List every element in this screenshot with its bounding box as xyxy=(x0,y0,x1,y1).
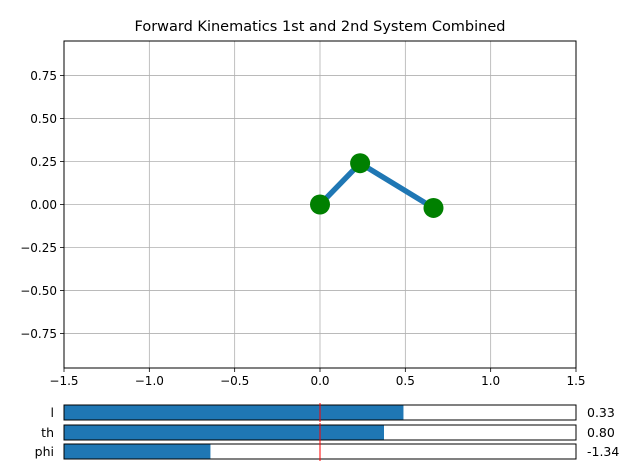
slider-value: 0.33 xyxy=(587,405,615,420)
slider-th[interactable]: th 0.80 xyxy=(41,423,615,442)
x-tick-label: −0.5 xyxy=(220,374,249,388)
arm-linkage xyxy=(310,153,444,218)
slider-value: -1.34 xyxy=(587,444,619,459)
y-tick-label: 0.00 xyxy=(30,198,57,212)
slider-value: 0.80 xyxy=(587,425,615,440)
x-tick-label: 0.0 xyxy=(310,374,329,388)
y-tick-label: 0.50 xyxy=(30,112,57,126)
joint-marker xyxy=(350,153,371,174)
plot-title: Forward Kinematics 1st and 2nd System Co… xyxy=(135,19,506,35)
slider-fill xyxy=(64,425,384,440)
y-tick-label: 0.25 xyxy=(30,155,57,169)
slider-fill xyxy=(64,444,211,459)
y-tick-label: −0.25 xyxy=(20,241,57,255)
x-tick-label: 1.5 xyxy=(566,374,585,388)
joint-marker xyxy=(310,194,330,215)
x-tick-label: −1.0 xyxy=(135,374,164,388)
slider-fill xyxy=(64,405,404,420)
slider-label: l xyxy=(51,405,54,420)
slider-phi[interactable]: phi -1.34 xyxy=(35,442,620,461)
slider-l[interactable]: l 0.33 xyxy=(51,403,615,422)
joint-marker xyxy=(423,197,444,218)
plot-frame xyxy=(63,40,577,369)
axis-ticks: −1.5 −1.0 −0.5 0.0 0.5 1.0 1.5 0.75 0.50 0.25 0.00… xyxy=(20,69,585,388)
y-tick-label: −0.50 xyxy=(20,284,57,298)
slider-label: phi xyxy=(35,444,54,459)
plot-area: −1.5 −1.0 −0.5 0.0 0.5 1.0 1.5 0.75 0.50 0.25 0.00… xyxy=(20,40,586,388)
y-tick-label: −0.75 xyxy=(20,327,57,341)
slider-label: th xyxy=(41,425,54,440)
slider-panel: l 0.33 th 0.80 phi -1.34 xyxy=(35,403,620,461)
x-tick-label: 0.5 xyxy=(396,374,415,388)
x-tick-label: 1.0 xyxy=(481,374,500,388)
x-tick-label: −1.5 xyxy=(49,374,78,388)
y-tick-label: 0.75 xyxy=(30,69,57,83)
